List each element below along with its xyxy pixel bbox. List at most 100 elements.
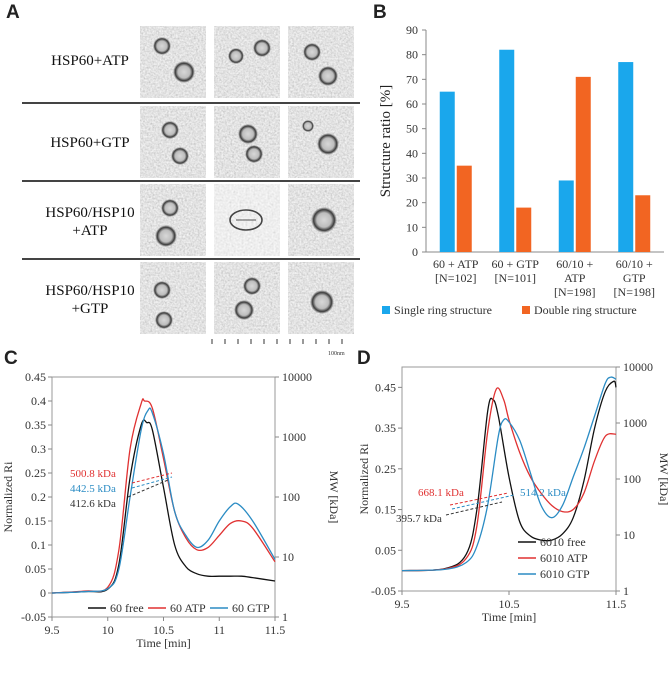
y-tick-label: 0.1 bbox=[31, 538, 46, 552]
x-tick-label: ATP bbox=[564, 271, 586, 285]
row-divider bbox=[22, 180, 360, 182]
x-axis-label: Time [min] bbox=[482, 610, 537, 624]
y-tick-label: 0.4 bbox=[31, 394, 46, 408]
x-tick-label: 60 + ATP bbox=[433, 257, 479, 271]
protein-particle bbox=[317, 133, 339, 155]
y-tick-label: 70 bbox=[406, 72, 418, 86]
series-line bbox=[401, 376, 617, 572]
em-row-label: HSP60/HSP10 +GTP bbox=[45, 283, 135, 317]
y2-tick-label: 1 bbox=[623, 584, 629, 598]
mw-trace bbox=[451, 494, 515, 510]
protein-particle bbox=[303, 43, 321, 61]
legend-entry: 60 ATP bbox=[148, 601, 206, 615]
protein-particle bbox=[153, 37, 171, 55]
mw-trace bbox=[127, 479, 169, 498]
row-divider bbox=[22, 102, 360, 104]
x-tick-label: [N=102] bbox=[435, 271, 476, 285]
em-row-3: HSP60/HSP10 +ATP bbox=[22, 182, 358, 258]
panel-letter-d: D bbox=[357, 348, 371, 369]
bar-single bbox=[499, 49, 515, 252]
y-tick-label: 0.25 bbox=[25, 466, 46, 480]
y-tick-label: 40 bbox=[406, 146, 418, 160]
x-tick-label: [N=198] bbox=[554, 285, 595, 299]
series-line bbox=[401, 380, 617, 572]
mw-annotation: 668.1 kDa bbox=[418, 487, 464, 499]
em-row-1: HSP60+ATP bbox=[22, 24, 358, 102]
chart-c: -0.0500.050.10.150.20.250.30.350.40.4511… bbox=[1, 370, 341, 650]
panel-letter-a: A bbox=[6, 2, 20, 23]
protein-particle bbox=[155, 225, 177, 247]
y2-tick-label: 10 bbox=[282, 550, 294, 564]
y-tick-label: 30 bbox=[406, 171, 418, 185]
y2-tick-label: 10000 bbox=[282, 370, 312, 384]
x-tick-label: 11 bbox=[213, 623, 225, 637]
protein-particle bbox=[229, 209, 263, 231]
bar-single bbox=[439, 91, 455, 253]
bar-double bbox=[456, 165, 472, 252]
em-row-label: HSP60/HSP10 +ATP bbox=[45, 205, 135, 239]
em-micrograph bbox=[140, 106, 206, 178]
x-tick-label: 10.5 bbox=[153, 623, 174, 637]
y-tick-label: 0.35 bbox=[375, 421, 396, 435]
x-tick-label: 10.5 bbox=[499, 597, 520, 611]
series-line bbox=[51, 407, 276, 594]
y2-tick-label: 100 bbox=[623, 472, 641, 486]
y-axis-label: Normalized Ri bbox=[357, 443, 371, 515]
scale-bar-label: 100nm bbox=[328, 351, 345, 357]
x-tick-label: 9.5 bbox=[395, 597, 410, 611]
y-tick-label: 0.45 bbox=[25, 370, 46, 384]
legend-label: Double ring structure bbox=[534, 303, 637, 317]
protein-particle bbox=[171, 147, 189, 165]
chart-b: 0 10 20 30 40 50 60 70 80 90 Structure ratio [%] 60… bbox=[378, 23, 664, 317]
protein-particle bbox=[243, 277, 261, 295]
x-tick-label: 60 + GTP bbox=[492, 257, 540, 271]
protein-particle bbox=[318, 66, 338, 86]
y-tick-label: 10 bbox=[406, 220, 418, 234]
legend-label: 6010 GTP bbox=[540, 567, 590, 581]
em-micrograph bbox=[214, 262, 280, 334]
y2-tick-label: 100 bbox=[282, 490, 300, 504]
y-tick-label: 0.15 bbox=[25, 514, 46, 528]
legend-swatch bbox=[382, 306, 390, 314]
mw-trace bbox=[445, 501, 503, 516]
legend-entry: 6010 free bbox=[518, 535, 586, 549]
bar-single bbox=[618, 62, 634, 252]
series-line bbox=[401, 387, 617, 572]
x-tick-label: 10 bbox=[102, 623, 114, 637]
legend-entry: Double ring structure bbox=[522, 303, 637, 317]
protein-particle bbox=[253, 39, 271, 57]
y-tick-label: 0.2 bbox=[31, 490, 46, 504]
x-tick-label: 60/10 + bbox=[616, 257, 653, 271]
mw-annotation: 514.2 kDa bbox=[520, 487, 566, 499]
protein-particle bbox=[310, 290, 334, 314]
x-tick-label: GTP bbox=[623, 271, 646, 285]
bar-single bbox=[558, 180, 574, 252]
y-tick-label: 0.3 bbox=[31, 442, 46, 456]
panel-letter-b: B bbox=[373, 2, 387, 23]
protein-particle bbox=[238, 124, 258, 144]
x-axis-label: Time [min] bbox=[136, 636, 191, 650]
scale-ticks: 100nm bbox=[211, 339, 345, 357]
y-tick-label: 60 bbox=[406, 97, 418, 111]
y-tick-label: 0 bbox=[40, 586, 46, 600]
em-micrograph bbox=[288, 26, 354, 98]
y2-tick-label: 1 bbox=[282, 610, 288, 624]
mw-trace bbox=[131, 472, 173, 484]
y-tick-label: 0 bbox=[412, 245, 418, 259]
legend-label: Single ring structure bbox=[394, 303, 492, 317]
mw-annotation: 500.8 kDa bbox=[70, 468, 116, 480]
em-row-4: HSP60/HSP10 +GTP bbox=[22, 260, 358, 338]
protein-particle bbox=[302, 120, 314, 132]
series-line bbox=[51, 398, 276, 594]
mw-trace bbox=[131, 476, 173, 489]
legend-label: 6010 ATP bbox=[540, 551, 588, 565]
y-axis-label: Structure ratio [%] bbox=[378, 85, 394, 197]
em-micrographs bbox=[140, 26, 354, 334]
y-axis-label: Normalized Ri bbox=[1, 461, 15, 533]
em-row-label: HSP60+GTP bbox=[50, 135, 130, 151]
protein-particle bbox=[173, 61, 195, 83]
chart-d: -0.05 0.05 0.15 0.25 0.35 0.45 1 10 100 1000 10000… bbox=[357, 360, 671, 624]
y-tick-label: 0.05 bbox=[25, 562, 46, 576]
y-tick-label: 0.45 bbox=[375, 380, 396, 394]
y-tick-label: 0.35 bbox=[25, 418, 46, 432]
